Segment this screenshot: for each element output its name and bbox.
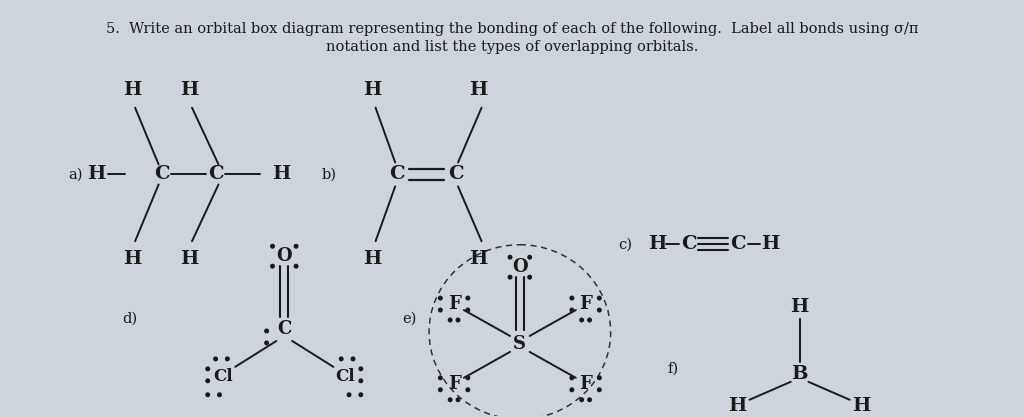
Text: H: H [180,250,199,268]
Circle shape [265,341,268,345]
Circle shape [528,275,531,279]
Circle shape [588,398,591,402]
Circle shape [339,357,343,361]
Text: C: C [681,235,696,253]
Text: a): a) [69,168,83,181]
Text: H: H [87,166,105,183]
Text: C: C [208,166,223,183]
Circle shape [598,388,601,392]
Text: F: F [580,295,592,313]
Text: S: S [513,335,526,353]
Circle shape [588,318,591,322]
Text: O: O [512,258,527,276]
Text: H: H [364,250,382,268]
Text: e): e) [402,312,417,326]
Circle shape [580,398,584,402]
Circle shape [206,367,210,371]
Circle shape [214,357,217,361]
Text: d): d) [122,312,137,326]
Circle shape [347,393,351,397]
Circle shape [265,329,268,333]
Circle shape [466,296,470,300]
Circle shape [508,275,512,279]
Text: H: H [728,397,746,415]
Text: C: C [730,235,745,253]
Text: 5.  Write an orbital box diagram representing the bonding of each of the followi: 5. Write an orbital box diagram represen… [105,22,919,36]
Text: H: H [180,81,199,99]
Circle shape [270,264,274,268]
Circle shape [438,308,442,312]
Text: c): c) [618,237,632,251]
Circle shape [294,244,298,248]
Text: C: C [278,320,292,338]
Circle shape [570,376,573,379]
Text: b): b) [322,168,337,181]
Circle shape [438,296,442,300]
Circle shape [449,398,452,402]
Circle shape [218,393,221,397]
Text: H: H [123,81,141,99]
Text: H: H [364,81,382,99]
Text: O: O [276,247,292,265]
Circle shape [528,255,531,259]
Circle shape [466,376,470,379]
Text: H: H [791,298,809,316]
Text: H: H [272,166,291,183]
Circle shape [508,255,512,259]
Text: H: H [648,235,667,253]
Text: Cl: Cl [214,368,233,385]
Circle shape [294,264,298,268]
Circle shape [580,318,584,322]
Text: H: H [469,250,487,268]
Circle shape [570,296,573,300]
Circle shape [351,357,354,361]
Text: C: C [154,166,169,183]
Circle shape [206,379,210,383]
Circle shape [457,398,460,402]
Text: Cl: Cl [335,368,355,385]
Text: B: B [792,365,808,383]
Text: F: F [580,375,592,393]
Text: C: C [389,166,404,183]
Circle shape [598,296,601,300]
Circle shape [449,318,452,322]
Text: H: H [469,81,487,99]
Circle shape [359,379,362,383]
Text: C: C [449,166,464,183]
Text: H: H [123,250,141,268]
Circle shape [270,244,274,248]
Circle shape [570,308,573,312]
Circle shape [598,308,601,312]
Circle shape [570,388,573,392]
Text: F: F [447,375,461,393]
Circle shape [438,376,442,379]
Text: H: H [761,235,779,253]
Circle shape [598,376,601,379]
Text: H: H [852,397,870,415]
Circle shape [225,357,229,361]
Circle shape [466,388,470,392]
Circle shape [359,393,362,397]
Circle shape [457,318,460,322]
Circle shape [438,388,442,392]
Text: F: F [447,295,461,313]
Text: notation and list the types of overlapping orbitals.: notation and list the types of overlappi… [326,40,698,54]
Text: f): f) [667,362,678,376]
Circle shape [359,367,362,371]
Circle shape [466,308,470,312]
Circle shape [206,393,210,397]
